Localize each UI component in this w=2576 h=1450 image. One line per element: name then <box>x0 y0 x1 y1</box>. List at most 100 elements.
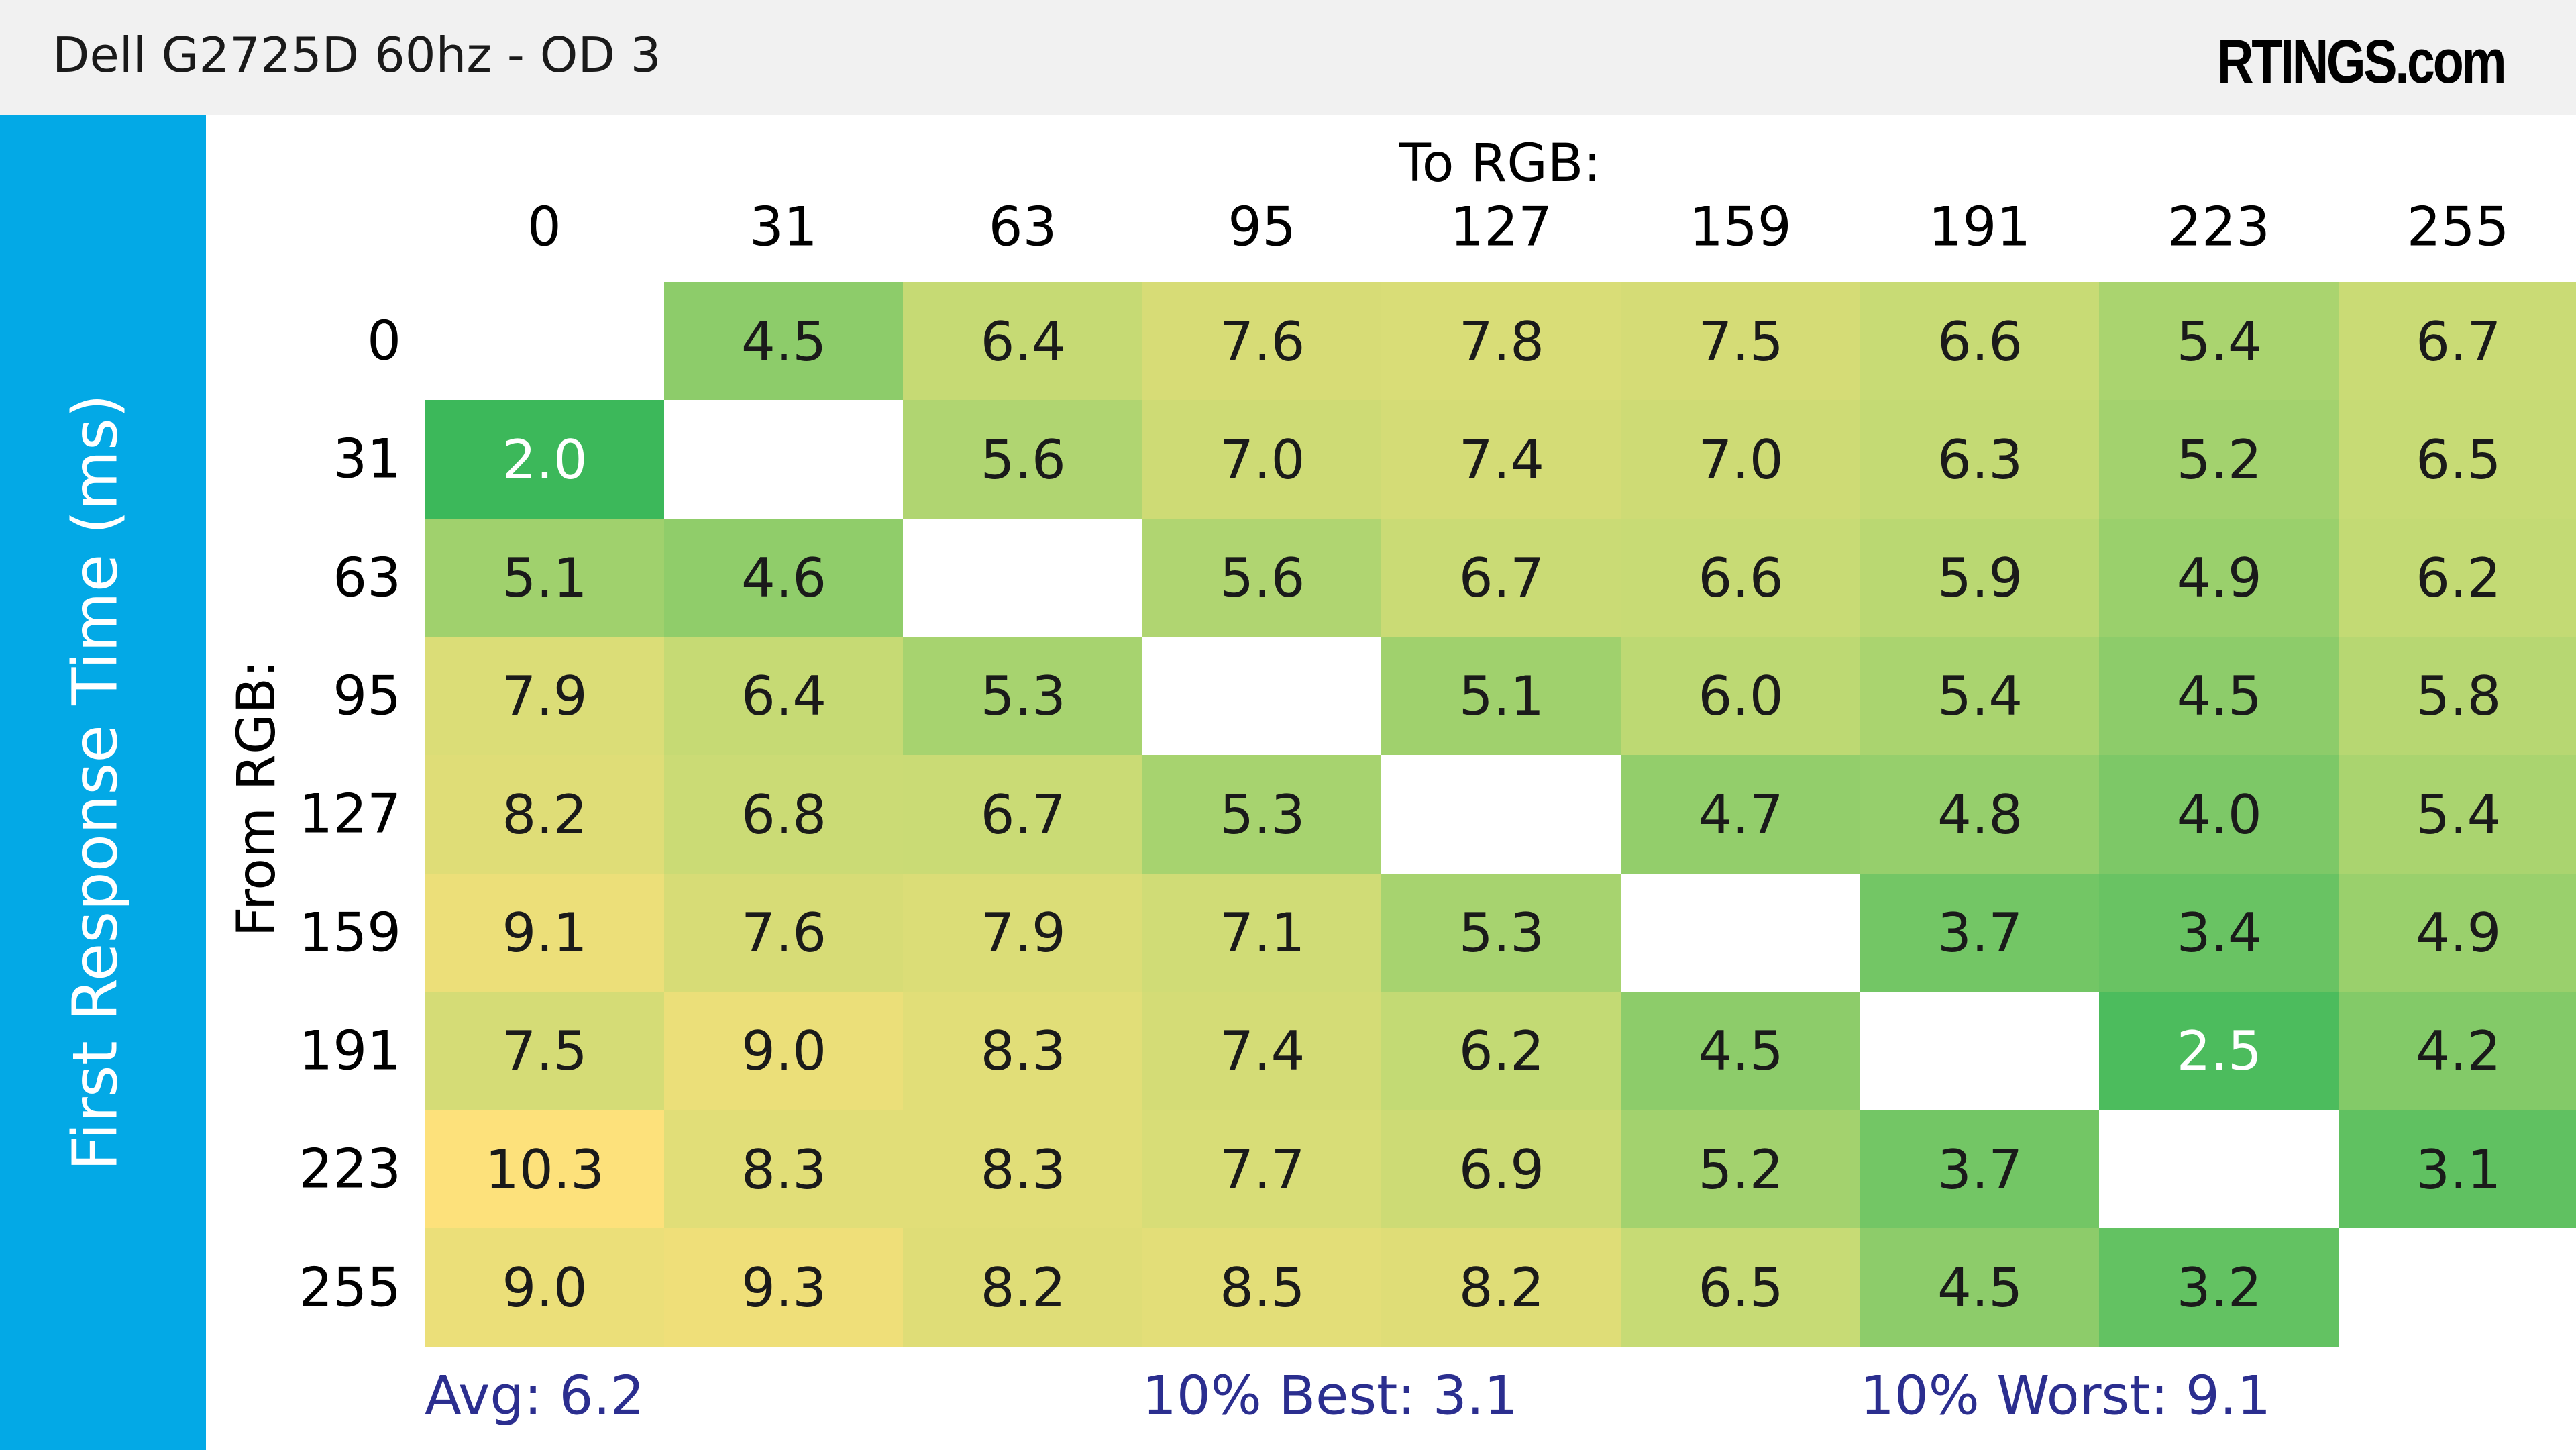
y-axis-title: First Response Time (ms) <box>59 394 131 1171</box>
heatmap-cell: 6.8 <box>663 755 904 875</box>
col-tick-95: 95 <box>1228 195 1296 258</box>
heatmap-cell: 7.5 <box>425 991 665 1111</box>
heatmap-cell: 7.6 <box>1142 282 1383 401</box>
summary-worst: 10% Worst: 9.1 <box>1860 1364 2271 1427</box>
heatmap-cell: 4.5 <box>663 282 904 401</box>
heatmap-cell: 8.3 <box>903 991 1144 1111</box>
heatmap-cell: 7.1 <box>1142 873 1383 993</box>
heatmap-cell: 5.9 <box>1860 518 2100 638</box>
heatmap-cell: 5.4 <box>2338 755 2576 875</box>
heatmap-cell-empty <box>663 400 904 520</box>
col-tick-31: 31 <box>749 195 818 258</box>
row-tick-31: 31 <box>333 427 401 490</box>
brand-logo: RTINGS.com <box>2216 28 2507 96</box>
heatmap-cell: 6.2 <box>2338 518 2576 638</box>
col-tick-127: 127 <box>1450 195 1553 258</box>
heatmap-cell-empty <box>1621 873 1861 993</box>
heatmap-cell: 8.5 <box>1142 1228 1383 1348</box>
heatmap-cell: 6.9 <box>1381 1110 1622 1230</box>
row-tick-63: 63 <box>333 546 401 609</box>
row-tick-127: 127 <box>299 782 401 845</box>
heatmap-cell: 7.6 <box>663 873 904 993</box>
heatmap-cell: 5.3 <box>1142 755 1383 875</box>
col-tick-255: 255 <box>2406 195 2510 258</box>
heatmap-cell: 7.0 <box>1621 400 1861 520</box>
heatmap-cell-empty <box>2338 1228 2576 1348</box>
heatmap-cell: 6.3 <box>1860 400 2100 520</box>
heatmap-cell: 8.2 <box>425 755 665 875</box>
heatmap-cell: 4.5 <box>2099 636 2340 756</box>
heatmap-cell: 4.2 <box>2338 991 2576 1111</box>
heatmap-cell: 2.5 <box>2099 991 2340 1111</box>
heatmap-cell: 4.9 <box>2338 873 2576 993</box>
summary-average: Avg: 6.2 <box>425 1364 645 1427</box>
heatmap-cell: 9.0 <box>663 991 904 1111</box>
col-tick-191: 191 <box>1928 195 2031 258</box>
heatmap-cell: 8.2 <box>903 1228 1144 1348</box>
heatmap-cell: 10.3 <box>425 1110 665 1230</box>
heatmap-cell: 9.3 <box>663 1228 904 1348</box>
heatmap-cell: 7.4 <box>1381 400 1622 520</box>
heatmap-cell: 5.4 <box>2099 282 2340 401</box>
heatmap-cell: 4.7 <box>1621 755 1861 875</box>
heatmap-cell: 5.3 <box>903 636 1144 756</box>
heatmap-cell-empty <box>425 282 665 401</box>
row-tick-255: 255 <box>299 1256 401 1319</box>
heatmap-cell: 5.2 <box>2099 400 2340 520</box>
heatmap-cell: 6.6 <box>1621 518 1861 638</box>
row-tick-159: 159 <box>299 901 401 964</box>
heatmap-cell: 6.6 <box>1860 282 2100 401</box>
heatmap-cell: 7.7 <box>1142 1110 1383 1230</box>
heatmap-cell: 7.4 <box>1142 991 1383 1111</box>
heatmap-cell-empty <box>2099 1110 2340 1230</box>
chart-title: Dell G2725D 60hz - OD 3 <box>52 27 661 83</box>
chart-header: Dell G2725D 60hz - OD 3 RTINGS.com <box>0 0 2576 115</box>
heatmap-cell: 6.2 <box>1381 991 1622 1111</box>
heatmap-cell: 7.5 <box>1621 282 1861 401</box>
row-tick-223: 223 <box>299 1137 401 1200</box>
heatmap-cell: 8.3 <box>903 1110 1144 1230</box>
heatmap-cell: 6.5 <box>2338 400 2576 520</box>
heatmap-cell: 3.7 <box>1860 873 2100 993</box>
heatmap-cell-empty <box>1860 991 2100 1111</box>
row-axis-label: From RGB: <box>227 660 287 937</box>
heatmap-cell: 5.1 <box>425 518 665 638</box>
row-tick-95: 95 <box>333 664 401 727</box>
heatmap-cell: 3.4 <box>2099 873 2340 993</box>
heatmap-cell: 9.0 <box>425 1228 665 1348</box>
heatmap-cell: 3.7 <box>1860 1110 2100 1230</box>
heatmap-cell-empty <box>1381 755 1622 875</box>
heatmap-cell: 5.4 <box>1860 636 2100 756</box>
y-axis-band <box>0 115 206 1450</box>
col-tick-223: 223 <box>2167 195 2270 258</box>
row-tick-191: 191 <box>299 1019 401 1082</box>
heatmap-cell: 6.4 <box>903 282 1144 401</box>
heatmap-cell: 5.2 <box>1621 1110 1861 1230</box>
col-tick-63: 63 <box>988 195 1057 258</box>
heatmap-cell: 6.5 <box>1621 1228 1861 1348</box>
row-tick-0: 0 <box>367 309 401 372</box>
heatmap-cell: 9.1 <box>425 873 665 993</box>
heatmap-cell: 4.6 <box>663 518 904 638</box>
heatmap-cell: 8.3 <box>663 1110 904 1230</box>
heatmap-cell: 4.5 <box>1621 991 1861 1111</box>
column-axis-label: To RGB: <box>1399 134 1601 194</box>
heatmap-cell: 6.7 <box>1381 518 1622 638</box>
heatmap-cell: 5.8 <box>2338 636 2576 756</box>
heatmap-cell: 4.9 <box>2099 518 2340 638</box>
heatmap-cell-empty <box>1142 636 1383 756</box>
heatmap-cell: 5.6 <box>1142 518 1383 638</box>
heatmap-cell: 7.8 <box>1381 282 1622 401</box>
summary-best: 10% Best: 3.1 <box>1142 1364 1518 1427</box>
heatmap-cell: 3.2 <box>2099 1228 2340 1348</box>
heatmap-cell: 7.9 <box>903 873 1144 993</box>
heatmap-cell: 5.1 <box>1381 636 1622 756</box>
heatmap-cell: 5.6 <box>903 400 1144 520</box>
col-tick-159: 159 <box>1688 195 1792 258</box>
heatmap-cell: 3.1 <box>2338 1110 2576 1230</box>
heatmap-cell: 2.0 <box>425 400 665 520</box>
heatmap-cell: 4.0 <box>2099 755 2340 875</box>
heatmap-cell: 6.7 <box>903 755 1144 875</box>
heatmap-cell: 6.4 <box>663 636 904 756</box>
heatmap-cell-empty <box>903 518 1144 638</box>
